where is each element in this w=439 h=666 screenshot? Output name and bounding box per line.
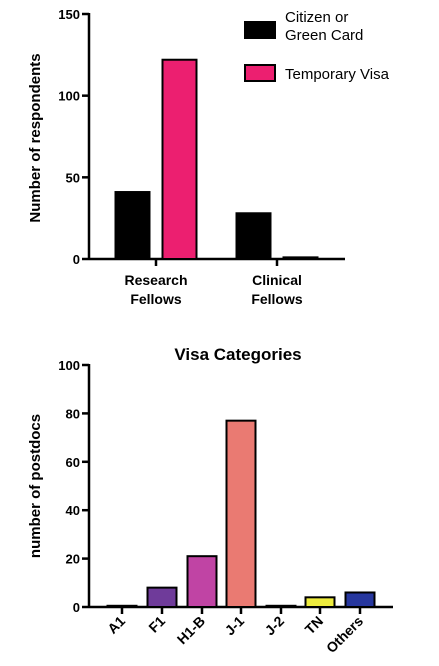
- chart2-bar: [344, 591, 376, 608]
- chart1-legend-label: Temporary Visa: [285, 66, 390, 83]
- chart2-y-axis: 0 20 40 60 80 100: [58, 358, 91, 615]
- chart1-y-axis: 0 50 100 150: [58, 7, 91, 267]
- chart1-category-label-line: Research: [124, 272, 187, 288]
- chart2-y-tick-label: 60: [66, 455, 80, 470]
- chart1-y-axis-label: Number of respondents: [27, 53, 44, 222]
- chart2-bar: [265, 604, 297, 608]
- chart2-category-label: J-2: [261, 613, 287, 639]
- chart1-bar: [114, 191, 151, 261]
- chart1-bar: [282, 256, 319, 261]
- chart1-y-tick-label: 0: [73, 252, 80, 267]
- chart1-category-label-line: Fellows: [130, 291, 182, 307]
- chart1-bars: [114, 58, 319, 261]
- chart2-y-tick-label: 0: [73, 600, 80, 615]
- chart2-title: Visa Categories: [174, 345, 301, 364]
- chart2-x-axis: [89, 605, 393, 614]
- respondents-chart: Number of respondents 0 50 100 150 Research…: [27, 7, 390, 307]
- chart2-category-label: J-1: [221, 613, 247, 639]
- chart1-legend-label-line: Temporary Visa: [285, 66, 390, 83]
- chart2-y-tick-label: 20: [66, 552, 80, 567]
- chart1-y-tick-label: 150: [58, 7, 80, 22]
- chart1-category-label-line: Clinical: [252, 272, 302, 288]
- chart2-y-tick-label: 80: [66, 406, 80, 421]
- chart1-legend: Citizen or Green Card Temporary Visa: [244, 9, 390, 83]
- chart2-category-label: F1: [145, 613, 168, 636]
- chart1-bar: [161, 58, 198, 260]
- chart1-legend-label-line: Citizen or: [285, 9, 348, 26]
- chart1-legend-swatch: [244, 21, 276, 39]
- chart2-bar: [304, 596, 336, 609]
- chart2-category-label: A1: [104, 613, 128, 637]
- chart2-y-tick-label: 40: [66, 503, 80, 518]
- chart2-category-label: H1-B: [174, 613, 208, 647]
- chart2-bar: [106, 604, 138, 608]
- chart1-y-tick-label: 100: [58, 89, 80, 104]
- chart1-bar: [235, 212, 272, 260]
- chart2-bar: [225, 419, 257, 608]
- chart2-y-axis-label: number of postdocs: [27, 414, 44, 558]
- chart2-bar: [186, 555, 218, 608]
- chart2-bars: [106, 419, 376, 609]
- chart1-legend-label: Citizen or Green Card: [285, 9, 363, 44]
- visa-categories-chart: Visa Categories number of postdocs 0 20 40…: [27, 345, 393, 656]
- chart1-y-tick-label: 50: [66, 170, 80, 185]
- chart2-category-label: TN: [302, 613, 327, 638]
- chart2-category-label: Others: [323, 613, 366, 656]
- chart1-category-label: Research Fellows: [124, 272, 187, 307]
- chart1-category-labels: Research Fellows Clinical Fellows: [124, 272, 302, 307]
- chart1-legend-label-line: Green Card: [285, 27, 363, 44]
- chart2-bar: [146, 586, 178, 609]
- chart1-x-axis: [89, 257, 345, 266]
- chart1-category-label: Clinical Fellows: [251, 272, 303, 307]
- chart1-legend-swatch: [244, 64, 276, 82]
- chart2-y-tick-label: 100: [58, 358, 80, 373]
- chart1-category-label-line: Fellows: [251, 291, 303, 307]
